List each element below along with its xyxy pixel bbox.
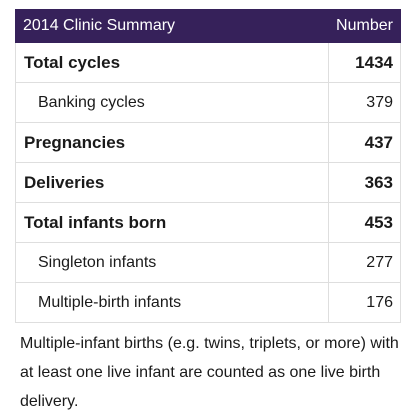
- table-row: Total cycles 1434: [15, 42, 401, 83]
- row-label-singleton-infants: Singleton infants: [15, 242, 329, 283]
- footnote: Multiple-infant births (e.g. twins, trip…: [20, 335, 399, 410]
- row-value-singleton-infants: 277: [328, 242, 401, 283]
- table-row: Multiple-birth infants 176: [15, 282, 401, 323]
- row-value-deliveries: 363: [328, 162, 401, 203]
- row-value-banking-cycles: 379: [328, 82, 401, 123]
- row-value-total-infants-born: 453: [328, 202, 401, 243]
- clinic-summary-table: 2014 Clinic Summary Number Total cycles …: [15, 9, 401, 323]
- table-header-row: 2014 Clinic Summary Number: [15, 9, 401, 43]
- row-value-total-cycles: 1434: [328, 42, 401, 83]
- table-row: Deliveries 363: [15, 162, 401, 203]
- row-label-total-cycles: Total cycles: [15, 42, 329, 83]
- header-clinic-summary: 2014 Clinic Summary: [15, 9, 329, 43]
- row-value-multiple-birth-infants: 176: [328, 282, 401, 323]
- row-value-pregnancies: 437: [328, 122, 401, 163]
- table-row: Singleton infants 277: [15, 242, 401, 283]
- header-number: Number: [328, 9, 401, 43]
- row-label-multiple-birth-infants: Multiple-birth infants: [15, 282, 329, 323]
- row-label-deliveries: Deliveries: [15, 162, 329, 203]
- row-label-banking-cycles: Banking cycles: [15, 82, 329, 123]
- table-row: Banking cycles 379: [15, 82, 401, 123]
- table-row: Total infants born 453: [15, 202, 401, 243]
- table-row: Pregnancies 437: [15, 122, 401, 163]
- row-label-total-infants-born: Total infants born: [15, 202, 329, 243]
- row-label-pregnancies: Pregnancies: [15, 122, 329, 163]
